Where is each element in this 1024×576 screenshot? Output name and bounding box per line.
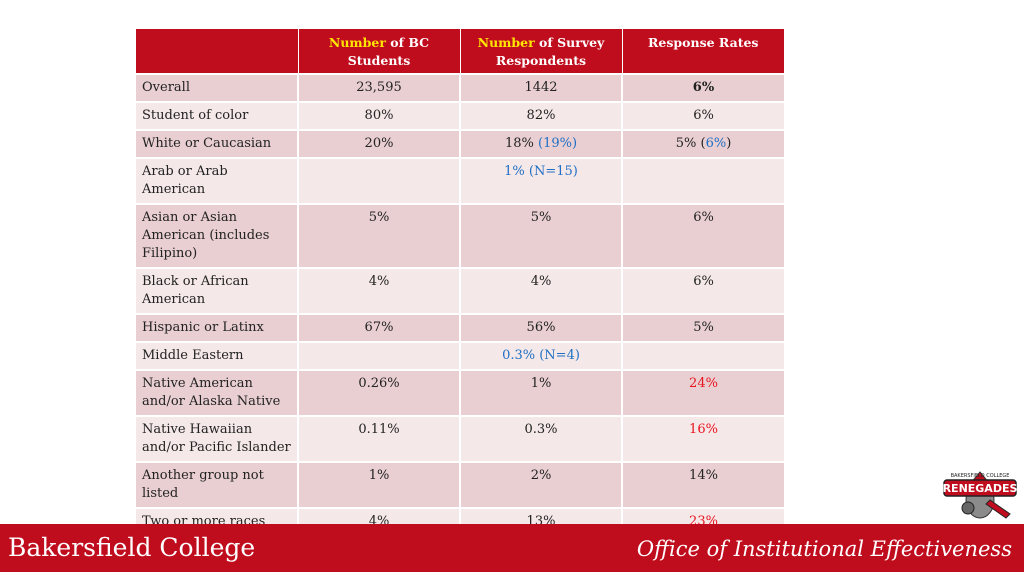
- response-rate-cell: 24%: [622, 369, 784, 416]
- response-rate-value: 14%: [689, 468, 718, 483]
- respondents-cell: 82%: [460, 101, 623, 130]
- respondents-cell: 4%: [460, 267, 623, 314]
- table-row: Student of color 80% 82% 6%: [136, 101, 784, 130]
- row-label: Arab or Arab American: [136, 157, 299, 204]
- table-row: Black or African American 4% 4% 6%: [136, 267, 784, 314]
- students-cell: [298, 341, 461, 370]
- students-cell: 80%: [298, 101, 461, 130]
- response-rate-cell: 6%: [622, 203, 784, 268]
- students-cell: 23,595: [298, 73, 461, 102]
- respondents-value: 1%: [530, 376, 552, 391]
- respondents-note: 0.3% (N=4): [502, 348, 580, 363]
- students-cell: 20%: [298, 129, 461, 158]
- response-rate-value: 5%: [693, 320, 714, 335]
- students-cell: 5%: [298, 203, 461, 268]
- footer-bar: Bakersfield College Office of Institutio…: [0, 524, 1024, 572]
- header-students-text: of BC Students: [347, 35, 430, 68]
- footer-office-name: Office of Institutional Effectiveness: [636, 537, 1012, 561]
- response-rate-value: 5% (: [675, 136, 706, 151]
- respondents-value: 5%: [530, 210, 552, 225]
- table-body: Overall 23,595 1442 6% Student of color 80% 82…: [136, 73, 784, 535]
- respondents-note: (19%): [538, 136, 578, 151]
- respondents-cell: 1%: [460, 369, 623, 416]
- students-cell: 1%: [298, 461, 461, 508]
- header-students: Number of BC Students: [298, 29, 461, 74]
- footer-college-name: Bakersfield College: [8, 533, 256, 562]
- respondents-cell: 0.3%: [460, 415, 623, 462]
- header-respondents: Number of Survey Respondents: [460, 29, 623, 74]
- response-rate-cell: 14%: [622, 461, 784, 508]
- table-row: White or Caucasian 20% 18% (19%) 5% (6%): [136, 129, 784, 158]
- response-rate-note: 6%: [705, 136, 727, 151]
- row-label: Overall: [136, 73, 299, 102]
- demographics-table-container: Number of BC Students Number of Survey R…: [136, 29, 784, 535]
- header-respondents-text: of Survey Respondents: [495, 35, 605, 68]
- header-students-highlight: Number: [328, 35, 386, 50]
- students-cell: 0.26%: [298, 369, 461, 416]
- row-label: Another group not listed: [136, 461, 299, 508]
- table-row: Another group not listed 1% 2% 14%: [136, 461, 784, 508]
- row-label: Middle Eastern: [136, 341, 299, 370]
- respondents-value: 0.3%: [524, 422, 558, 437]
- row-label: Asian or Asian American (includes Filipi…: [136, 203, 299, 268]
- renegades-logo: RENEGADES BAKERSFIELD COLLEGE: [940, 462, 1020, 522]
- row-label: Hispanic or Latinx: [136, 313, 299, 342]
- respondents-cell: 1% (N=15): [460, 157, 623, 204]
- respondents-cell: 18% (19%): [460, 129, 623, 158]
- table-row: Middle Eastern 0.3% (N=4): [136, 341, 784, 370]
- table-row: Hispanic or Latinx 67% 56% 5%: [136, 313, 784, 342]
- table-row: Asian or Asian American (includes Filipi…: [136, 203, 784, 268]
- response-rate-cell: 5% (6%): [622, 129, 784, 158]
- table-row: Native Hawaiian and/or Pacific Islander 0…: [136, 415, 784, 462]
- response-rate-value: 24%: [689, 376, 718, 391]
- students-cell: 67%: [298, 313, 461, 342]
- respondents-cell: 56%: [460, 313, 623, 342]
- response-rate-value: 6%: [693, 274, 714, 289]
- response-rate-cell: 16%: [622, 415, 784, 462]
- students-cell: 0.11%: [298, 415, 461, 462]
- row-label: Native Hawaiian and/or Pacific Islander: [136, 415, 299, 462]
- table-row: Arab or Arab American 1% (N=15): [136, 157, 784, 204]
- respondents-cell: 5%: [460, 203, 623, 268]
- header-respondents-highlight: Number: [477, 35, 535, 50]
- respondents-value: 4%: [530, 274, 552, 289]
- respondents-cell: 1442: [460, 73, 623, 102]
- response-rate-cell: [622, 341, 784, 370]
- response-rate-cell: 6%: [622, 73, 784, 102]
- response-rate-value: 6%: [693, 210, 714, 225]
- respondents-value: 1442: [524, 80, 558, 95]
- respondents-note: 1% (N=15): [504, 164, 578, 179]
- demographics-table: Number of BC Students Number of Survey R…: [136, 29, 784, 535]
- response-rate-cell: 6%: [622, 101, 784, 130]
- row-label: Black or African American: [136, 267, 299, 314]
- response-rate-value: 6%: [692, 80, 715, 95]
- respondents-cell: 0.3% (N=4): [460, 341, 623, 370]
- table-row: Overall 23,595 1442 6%: [136, 73, 784, 102]
- header-category: [136, 29, 299, 74]
- response-rate-value: 16%: [689, 422, 718, 437]
- header-rates-text: Response Rates: [648, 35, 759, 50]
- respondents-value: 18%: [504, 136, 534, 151]
- logo-top-text: BAKERSFIELD COLLEGE: [951, 473, 1010, 479]
- students-cell: 4%: [298, 267, 461, 314]
- header-row: Number of BC Students Number of Survey R…: [136, 29, 784, 74]
- response-rate-cell: [622, 157, 784, 204]
- respondents-value: 2%: [530, 468, 552, 483]
- respondents-value: 56%: [526, 320, 556, 335]
- response-rate-value: 6%: [693, 108, 714, 123]
- row-label: Student of color: [136, 101, 299, 130]
- respondents-value: 82%: [526, 108, 556, 123]
- row-label: White or Caucasian: [136, 129, 299, 158]
- row-label: Native American and/or Alaska Native: [136, 369, 299, 416]
- response-rate-close: ): [726, 136, 732, 151]
- table-row: Native American and/or Alaska Native 0.26…: [136, 369, 784, 416]
- respondents-cell: 2%: [460, 461, 623, 508]
- response-rate-cell: 6%: [622, 267, 784, 314]
- header-response-rates: Response Rates: [622, 29, 784, 74]
- renegades-logo-graphic: RENEGADES BAKERSFIELD COLLEGE: [943, 471, 1018, 519]
- table-header: Number of BC Students Number of Survey R…: [136, 29, 784, 74]
- response-rate-cell: 5%: [622, 313, 784, 342]
- logo-main-text: RENEGADES: [943, 482, 1018, 495]
- students-cell: [298, 157, 461, 204]
